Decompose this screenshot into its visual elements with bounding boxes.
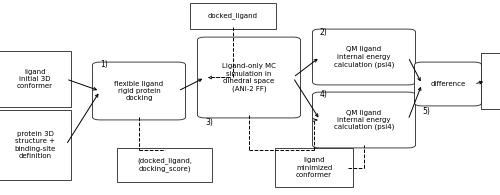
Text: difference: difference — [430, 81, 466, 87]
Text: QM ligand
internal energy
calculation (psi4): QM ligand internal energy calculation (p… — [334, 46, 394, 67]
Text: QM ligand
internal energy
calculation (psi4): QM ligand internal energy calculation (p… — [334, 110, 394, 130]
Text: 1): 1) — [100, 60, 108, 69]
FancyBboxPatch shape — [312, 29, 416, 85]
Text: docked_ligand: docked_ligand — [208, 13, 258, 19]
FancyBboxPatch shape — [481, 53, 500, 109]
Text: ligand
minimized
conformer: ligand minimized conformer — [296, 157, 332, 178]
FancyBboxPatch shape — [0, 110, 71, 180]
Text: protein 3D
structure +
binding-site
definition: protein 3D structure + binding-site defi… — [14, 131, 56, 159]
Text: 3): 3) — [205, 118, 213, 127]
Text: 4): 4) — [320, 90, 328, 99]
Text: ligand
initial 3D
conformer: ligand initial 3D conformer — [17, 69, 53, 89]
FancyBboxPatch shape — [92, 62, 186, 120]
FancyBboxPatch shape — [275, 148, 353, 187]
FancyBboxPatch shape — [117, 148, 212, 182]
FancyBboxPatch shape — [414, 62, 482, 106]
Text: 5): 5) — [422, 107, 430, 116]
FancyBboxPatch shape — [190, 3, 276, 29]
Text: Ligand-only MC
simulation in
dihedral space
(ANI-2 FF): Ligand-only MC simulation in dihedral sp… — [222, 63, 276, 92]
Text: (docked_ligand,
docking_score): (docked_ligand, docking_score) — [137, 158, 192, 172]
Text: flexible ligand
rigid protein
docking: flexible ligand rigid protein docking — [114, 81, 164, 101]
FancyBboxPatch shape — [312, 92, 416, 148]
FancyBboxPatch shape — [0, 51, 71, 107]
Text: 2): 2) — [320, 28, 328, 37]
FancyBboxPatch shape — [198, 37, 300, 118]
